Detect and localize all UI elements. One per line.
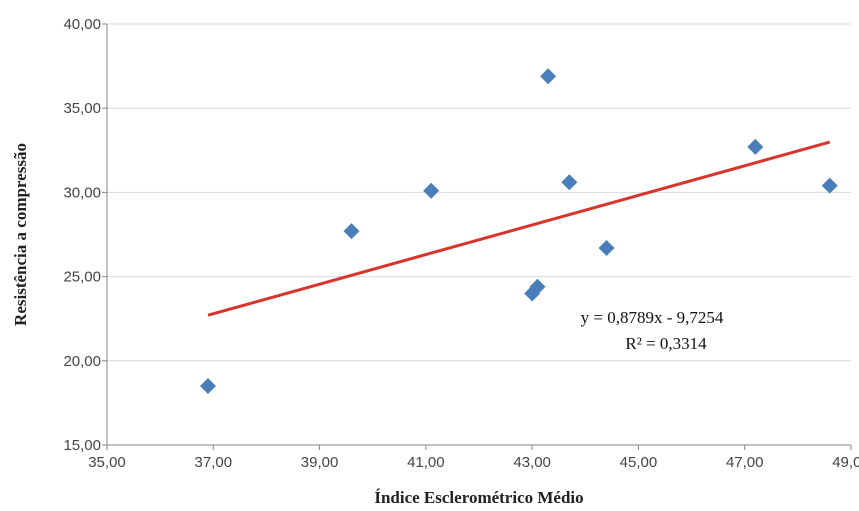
data-point: [747, 138, 764, 155]
y-axis-title: Resistência a compressão: [11, 143, 30, 326]
data-point: [540, 68, 557, 85]
y-tick-label: 20,00: [63, 353, 101, 370]
r-squared-label: R² = 0,3314: [625, 334, 707, 353]
x-tick-label: 39,00: [301, 454, 339, 471]
y-tick-label: 15,00: [63, 437, 101, 454]
x-axis-title: Índice Esclerométrico Médio: [374, 488, 583, 507]
x-tick-label: 47,00: [726, 454, 764, 471]
y-tick-label: 30,00: [63, 184, 101, 201]
data-point: [199, 378, 216, 395]
trendline: [207, 140, 831, 317]
x-tick-label: 49,00: [832, 454, 859, 471]
x-tick-labels: 35,00 37,00 39,00 41,00 43,00 45,00 47,00 49,00: [88, 445, 859, 471]
data-point: [423, 182, 440, 199]
axes: [106, 24, 851, 446]
x-tick-label: 41,00: [407, 454, 445, 471]
y-tick-label: 35,00: [63, 100, 101, 117]
x-tick-label: 45,00: [620, 454, 658, 471]
data-point: [561, 174, 578, 191]
x-tick-label: 35,00: [88, 454, 126, 471]
y-tick-labels: 15,00 20,00 25,00 30,00 35,00 40,00: [63, 16, 107, 454]
gridlines: [107, 23, 851, 362]
data-points: [199, 68, 838, 395]
y-tick-label: 40,00: [63, 16, 101, 33]
x-tick-label: 43,00: [513, 454, 551, 471]
data-point: [529, 278, 546, 295]
x-tick-label: 37,00: [195, 454, 233, 471]
y-tick-label: 25,00: [63, 269, 101, 286]
data-point: [343, 223, 360, 240]
data-point: [821, 177, 838, 194]
data-point: [598, 239, 615, 256]
trendline-equation: y = 0,8789x - 9,7254: [581, 308, 724, 327]
